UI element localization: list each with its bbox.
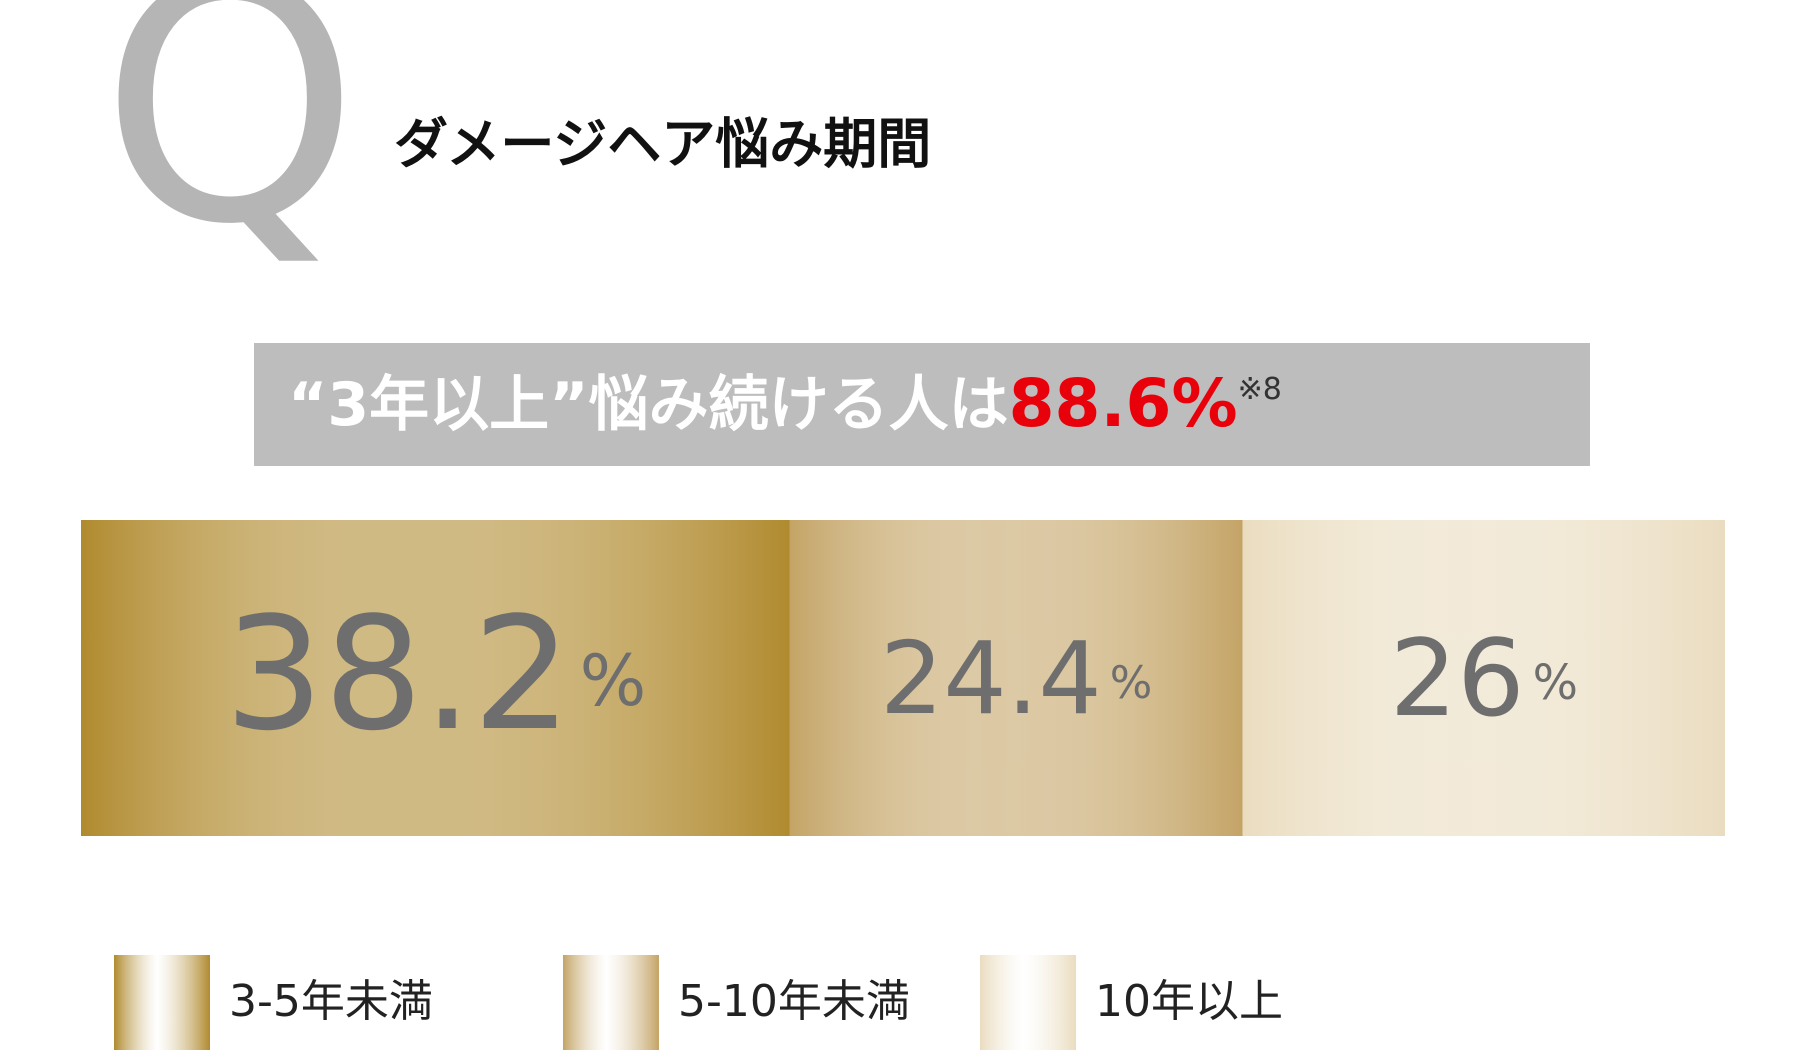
page-title: ダメージヘア悩み期間 [394,113,931,176]
q-icon: Q [100,0,360,296]
value-label: 24.4% [880,622,1152,737]
headline-highlight: 88.6% [1009,365,1238,442]
headline-box [254,343,1590,466]
legend-swatch [563,955,659,1050]
bar-segment [1242,520,1725,836]
legend-label: 5-10年未満 [678,976,910,1027]
headline: “3年以上”悩み続ける人は88.6%※8 [288,365,1282,442]
headline-note: ※8 [1238,372,1282,407]
legend-label: 10年以上 [1095,976,1283,1027]
legend-label: 3-5年未満 [229,976,433,1027]
bar-segment [789,520,1243,836]
value-label: 26% [1390,617,1578,741]
bar-segment [81,520,790,836]
legend-swatch [114,955,210,1050]
legend-swatch [980,955,1076,1050]
chart: 38.2% 24.4% 26 % 3-5年未満 5-10年未満 10年以上 [81,520,1725,1050]
headline-text: “3年以上”悩み続ける人は [288,370,1009,440]
value-label: 38.2% [224,583,646,765]
